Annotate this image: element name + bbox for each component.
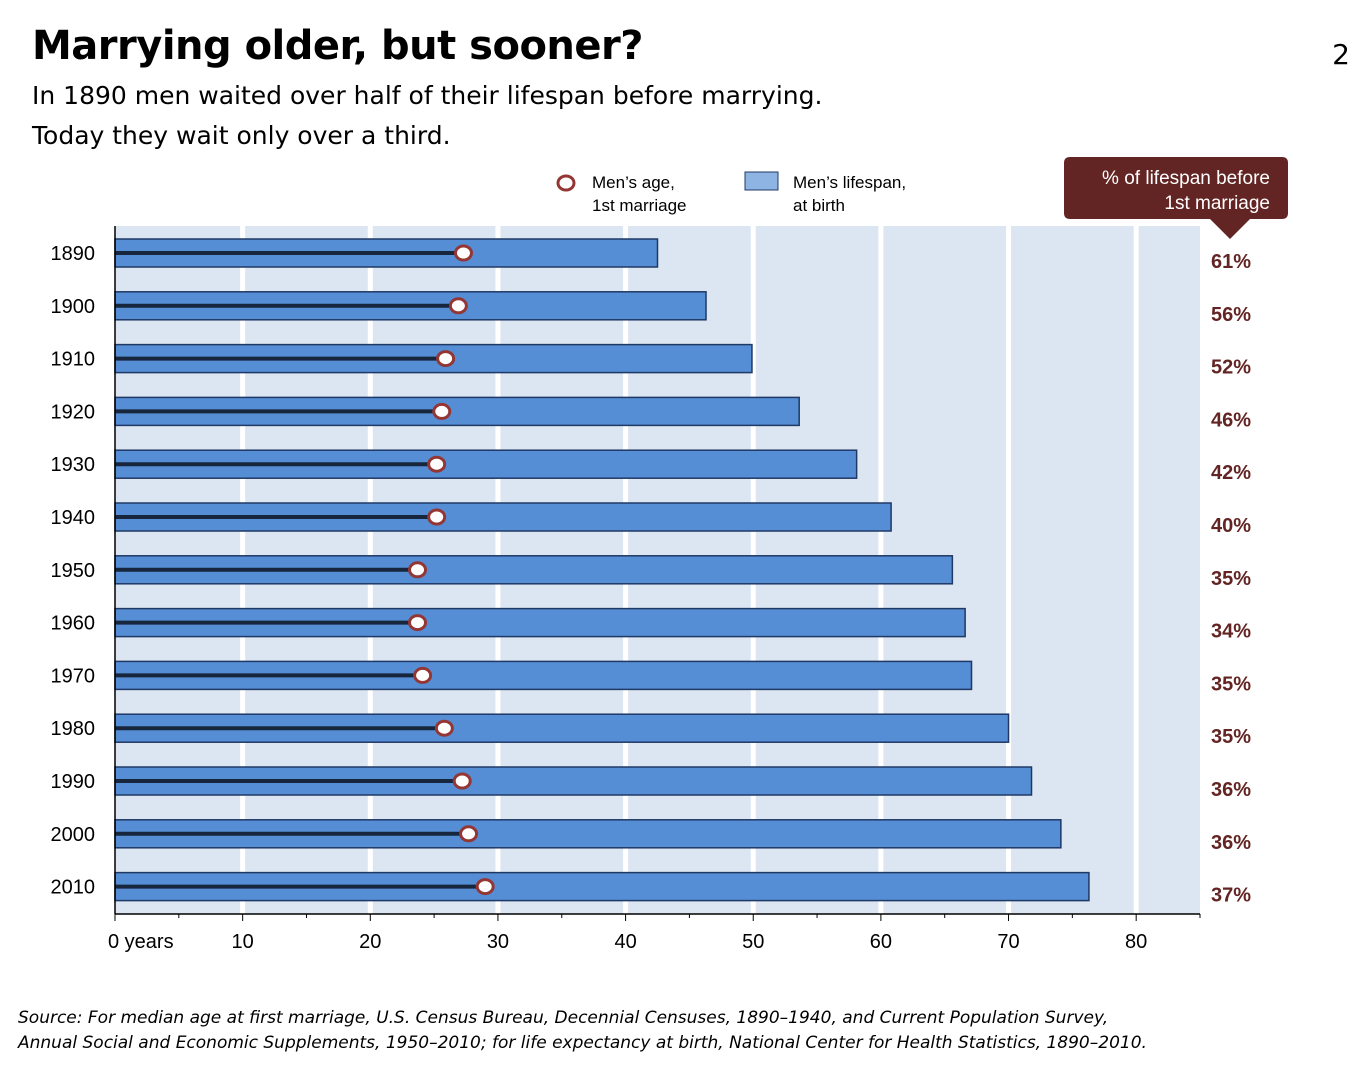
marriage-marker-1990 (452, 772, 472, 790)
source-line-2: Annual Social and Economic Supplements, … (18, 1033, 1147, 1053)
year-label-2000: 2000 (51, 824, 96, 846)
year-label-1960: 1960 (51, 613, 96, 635)
year-label-1950: 1950 (51, 560, 96, 582)
x-tick-label-30: 30 (487, 931, 509, 953)
percent-label-1940: 40% (1211, 515, 1251, 537)
percent-label-1970: 35% (1211, 673, 1251, 695)
percent-label-1950: 35% (1211, 568, 1251, 590)
year-label-1900: 1900 (51, 296, 96, 318)
percent-label-1930: 42% (1211, 462, 1251, 484)
percent-label-1900: 56% (1211, 304, 1251, 326)
x-tick-labels: 0 years 10 20 30 40 50 60 70 80 (108, 931, 1147, 953)
marriage-marker-1980 (434, 719, 454, 737)
callout-label-line-2: 1st marriage (1164, 193, 1270, 214)
axes (114, 226, 1201, 921)
legend-bar-icon (744, 171, 779, 191)
year-label-1980: 1980 (51, 718, 96, 740)
year-label-2010: 2010 (51, 877, 96, 899)
source-line-1: Source: For median age at first marriage… (18, 1008, 1109, 1028)
marriage-marker-2010 (475, 878, 495, 896)
marriage-marker-1940 (427, 508, 447, 526)
marriage-marker-1930 (427, 455, 447, 473)
year-label-1930: 1930 (51, 454, 96, 476)
x-tick-label-40: 40 (614, 931, 636, 953)
marriage-marker-1900 (448, 297, 468, 315)
x-tick-label-80: 80 (1125, 931, 1147, 953)
marriage-marker-1960 (408, 614, 428, 632)
percent-label-1990: 36% (1211, 779, 1251, 801)
source-note: Source: For median age at first marriage… (18, 1006, 1318, 1056)
lifespan-bars (114, 238, 1090, 902)
x-tick-label-0: 0 years (108, 931, 174, 953)
legend-bar-label-line-2: at birth (793, 196, 845, 215)
x-tick-label-70: 70 (997, 931, 1019, 953)
x-tick-label-50: 50 (742, 931, 764, 953)
marriage-lines (115, 251, 486, 889)
year-labels: 1890 1900 1910 1920 1930 1940 1950 1960 1970 1980… (51, 243, 96, 899)
marriage-marker-1920 (432, 402, 452, 420)
percent-label-1980: 35% (1211, 726, 1251, 748)
legend-marker-label-line-1: Men’s age, (592, 173, 675, 192)
percent-label-2000: 36% (1211, 832, 1251, 854)
year-label-1990: 1990 (51, 771, 96, 793)
subtitle-line-2: Today they wait only over a third. (32, 121, 451, 150)
marriage-marker-1950 (408, 561, 428, 579)
chart: 1890 1900 1910 1920 1930 1940 1950 1960 1970 1980… (51, 157, 1288, 953)
x-tick-label-20: 20 (359, 931, 381, 953)
marriage-marker-1970 (413, 666, 433, 684)
percent-label-1960: 34% (1211, 621, 1251, 643)
callout-label-line-1: % of lifespan before (1102, 168, 1270, 189)
page-title: Marrying older, but sooner? (32, 23, 643, 69)
year-label-1970: 1970 (51, 665, 96, 687)
page-number: 2 (1332, 38, 1350, 71)
marriage-marker-1890 (453, 244, 473, 262)
percent-label-1890: 61% (1211, 251, 1251, 273)
subtitle-line-1: In 1890 men waited over half of their li… (32, 81, 823, 110)
year-label-1920: 1920 (51, 401, 96, 423)
legend-marker-icon (556, 174, 576, 192)
year-label-1910: 1910 (51, 349, 96, 371)
legend: Men’s age, 1st marriage Men’s lifespan, at … (556, 171, 906, 215)
year-label-1940: 1940 (51, 507, 96, 529)
x-tick-label-10: 10 (232, 931, 254, 953)
percent-label-1910: 52% (1211, 357, 1251, 379)
percent-label-2010: 37% (1211, 885, 1251, 907)
legend-bar-label-line-1: Men’s lifespan, (793, 173, 906, 192)
callout-box (1064, 157, 1288, 239)
percent-label-1920: 46% (1211, 409, 1251, 431)
percent-callout: % of lifespan before 1st marriage (1064, 157, 1288, 239)
marriage-marker-2000 (459, 825, 479, 843)
year-label-1890: 1890 (51, 243, 96, 265)
percent-labels: 61% 56% 52% 46% 42% 40% 35% 34% 35% 35% 36% 36% 37% (1211, 251, 1251, 907)
x-tick-label-60: 60 (870, 931, 892, 953)
marriage-marker-1910 (436, 350, 456, 368)
marriage-markers (408, 244, 495, 896)
legend-marker-label-line-2: 1st marriage (592, 196, 686, 215)
